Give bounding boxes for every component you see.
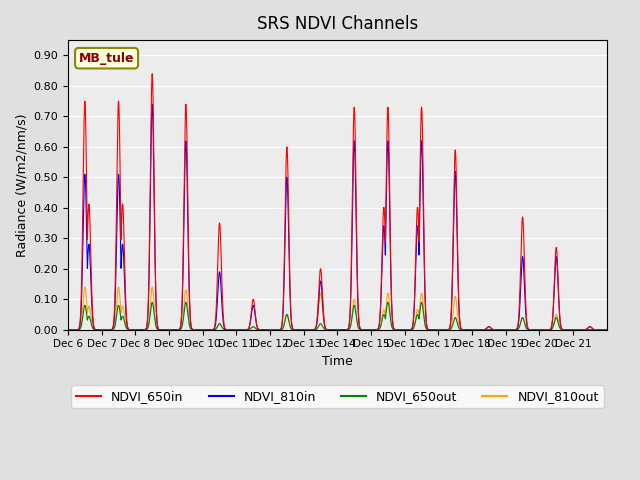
NDVI_650out (468, 327, 476, 333)
NDVI_810in (148, 101, 156, 107)
NDVI_810out (603, 327, 611, 333)
NDVI_650in (603, 327, 611, 333)
NDVI_810in (603, 327, 611, 333)
NDVI_650in (476, 327, 483, 333)
Line: NDVI_650out: NDVI_650out (68, 302, 607, 330)
NDVI_810in (64, 327, 72, 333)
NDVI_810in (271, 327, 279, 333)
NDVI_810out (271, 327, 279, 333)
NDVI_650out (476, 327, 483, 333)
Line: NDVI_810in: NDVI_810in (68, 104, 607, 330)
NDVI_810out (378, 315, 386, 321)
NDVI_650out (148, 300, 156, 305)
NDVI_810out (83, 304, 91, 310)
Line: NDVI_650in: NDVI_650in (68, 74, 607, 330)
Text: MB_tule: MB_tule (79, 52, 134, 65)
NDVI_650out (378, 318, 386, 324)
NDVI_650out (393, 327, 401, 333)
NDVI_810in (393, 327, 401, 333)
Y-axis label: Radiance (W/m2/nm/s): Radiance (W/m2/nm/s) (15, 113, 28, 257)
NDVI_810out (81, 284, 89, 290)
NDVI_650out (64, 327, 72, 333)
NDVI_650in (271, 327, 279, 333)
NDVI_650out (603, 327, 611, 333)
NDVI_650in (393, 327, 401, 333)
X-axis label: Time: Time (322, 355, 353, 368)
NDVI_810in (83, 239, 91, 244)
NDVI_810in (476, 327, 483, 333)
Legend: NDVI_650in, NDVI_810in, NDVI_650out, NDVI_810out: NDVI_650in, NDVI_810in, NDVI_650out, NDV… (71, 385, 604, 408)
NDVI_810in (317, 283, 325, 288)
NDVI_650in (148, 71, 156, 77)
NDVI_810out (476, 327, 483, 333)
NDVI_810in (468, 327, 476, 333)
NDVI_810out (468, 327, 476, 333)
NDVI_650out (271, 327, 279, 333)
NDVI_650out (317, 321, 325, 327)
NDVI_650in (317, 272, 325, 277)
NDVI_810out (317, 294, 325, 300)
Line: NDVI_810out: NDVI_810out (68, 287, 607, 330)
Title: SRS NDVI Channels: SRS NDVI Channels (257, 15, 418, 33)
NDVI_810out (393, 327, 401, 333)
NDVI_650out (83, 313, 91, 319)
NDVI_650in (468, 327, 476, 333)
NDVI_810in (378, 264, 386, 270)
NDVI_810out (64, 327, 72, 333)
NDVI_650in (378, 253, 386, 259)
NDVI_650in (64, 327, 72, 333)
NDVI_650in (83, 197, 91, 203)
